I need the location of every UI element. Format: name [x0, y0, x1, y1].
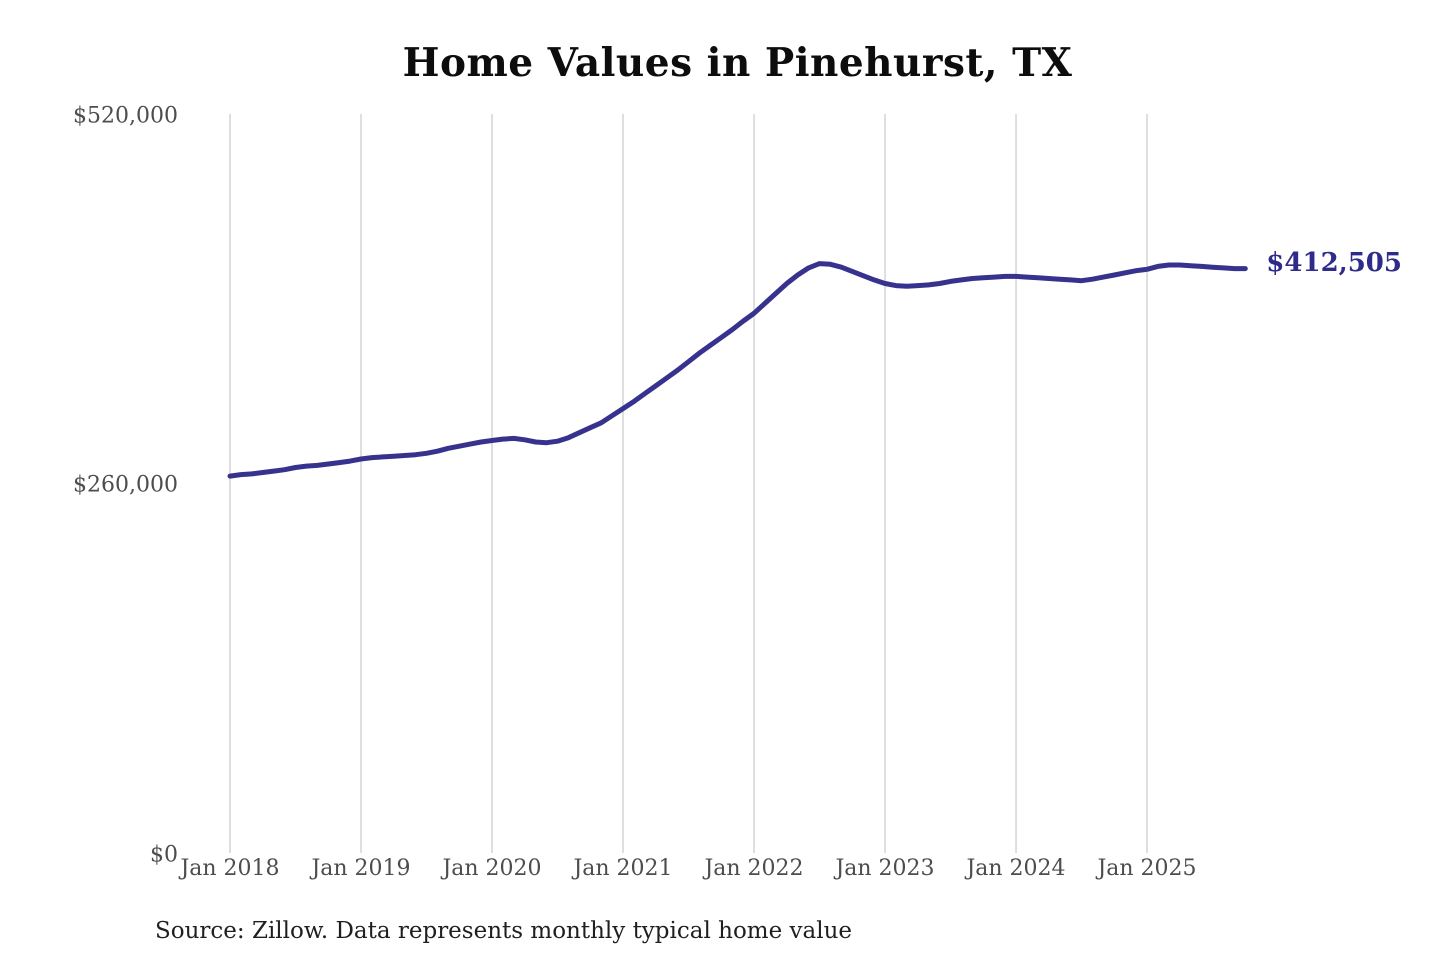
y-tick-label: $260,000 — [73, 472, 178, 498]
x-tick-label: Jan 2018 — [180, 856, 280, 881]
vertical-gridlines — [229, 114, 1148, 853]
source-note: Source: Zillow. Data represents monthly … — [155, 918, 853, 944]
x-tick-label: Jan 2024 — [966, 856, 1066, 881]
x-tick-label: Jan 2023 — [835, 856, 935, 881]
line-end-value-label: $412,505 — [1266, 247, 1402, 278]
y-tick-label: $520,000 — [73, 103, 178, 129]
x-tick-label: Jan 2020 — [442, 856, 542, 881]
x-tick-label: Jan 2022 — [704, 856, 804, 881]
chart-title: Home Values in Pinehurst, TX — [402, 40, 1073, 86]
y-tick-label: $0 — [150, 842, 178, 868]
x-tick-label: Jan 2019 — [311, 856, 411, 881]
x-tick-label: Jan 2021 — [573, 856, 673, 881]
home-value-line — [227, 261, 1248, 479]
x-tick-label: Jan 2025 — [1097, 856, 1197, 881]
